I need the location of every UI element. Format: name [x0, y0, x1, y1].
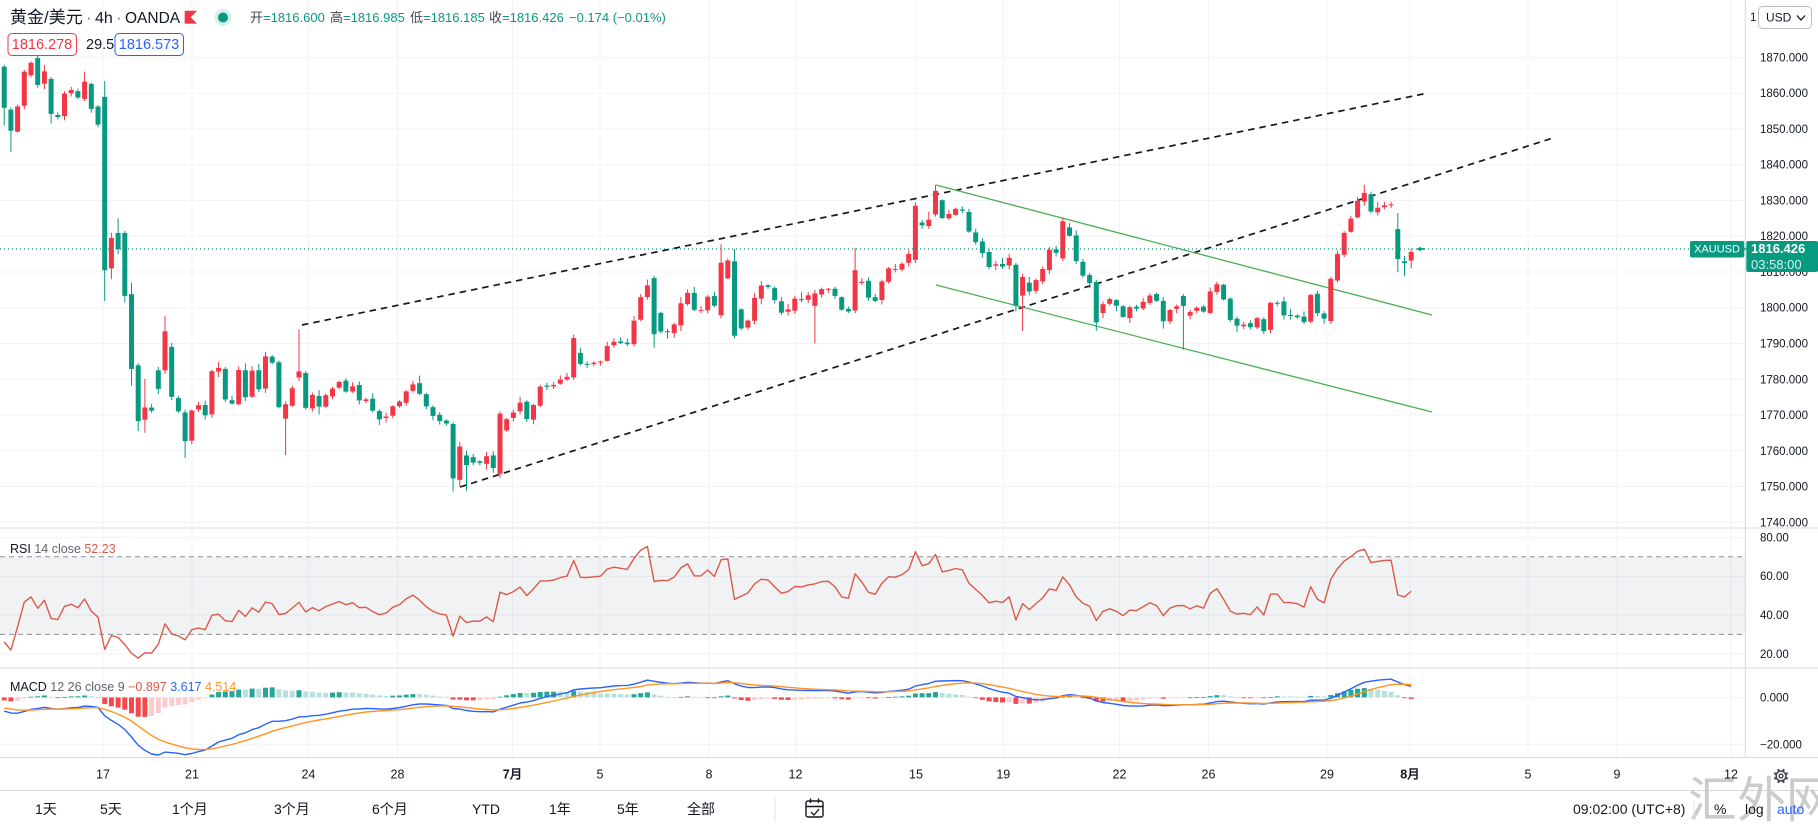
svg-text:1850.000: 1850.000	[1760, 124, 1808, 136]
svg-text:60.00: 60.00	[1760, 571, 1789, 583]
svg-text:1790.000: 1790.000	[1760, 339, 1808, 351]
svg-text:0.000: 0.000	[1760, 692, 1789, 704]
svg-text:=1816.600: =1816.600	[263, 10, 325, 25]
svg-text:高: 高	[330, 10, 343, 25]
svg-text:5: 5	[1525, 768, 1532, 782]
svg-text:1770.000: 1770.000	[1760, 410, 1808, 422]
svg-text:USD: USD	[1766, 11, 1792, 25]
svg-text:1780.000: 1780.000	[1760, 374, 1808, 386]
svg-text:24: 24	[301, 768, 315, 782]
svg-text:RSI 14 close 52.23: RSI 14 close 52.23	[10, 542, 116, 556]
svg-text:26: 26	[1202, 768, 1216, 782]
svg-text:80.00: 80.00	[1760, 532, 1789, 544]
svg-text:29.5: 29.5	[86, 37, 114, 53]
svg-text:22: 22	[1113, 768, 1127, 782]
svg-text:1840.000: 1840.000	[1760, 160, 1808, 172]
svg-text:黄金/美元: 黄金/美元	[10, 8, 83, 27]
svg-text:全部: 全部	[687, 801, 715, 817]
svg-text:12: 12	[1724, 768, 1738, 782]
svg-text:1740.000: 1740.000	[1760, 517, 1808, 529]
svg-text:%: %	[1714, 801, 1726, 817]
svg-text:6个月: 6个月	[372, 801, 408, 817]
svg-text:1760.000: 1760.000	[1760, 446, 1808, 458]
svg-text:12: 12	[789, 768, 803, 782]
svg-text:3个月: 3个月	[274, 801, 310, 817]
svg-text:·: ·	[86, 8, 92, 27]
svg-text:XAUUSD: XAUUSD	[1694, 244, 1740, 256]
svg-text:1816.573: 1816.573	[119, 37, 179, 53]
svg-text:开: 开	[250, 10, 263, 25]
svg-text:03:58:00: 03:58:00	[1751, 257, 1802, 272]
svg-text:1820.000: 1820.000	[1760, 231, 1808, 243]
svg-text:5年: 5年	[617, 801, 639, 817]
svg-text:1750.000: 1750.000	[1760, 482, 1808, 494]
svg-text:1870.000: 1870.000	[1760, 52, 1808, 64]
svg-text:17: 17	[96, 768, 110, 782]
svg-text:29: 29	[1320, 768, 1334, 782]
svg-text:1860.000: 1860.000	[1760, 88, 1808, 100]
svg-text:20.00: 20.00	[1760, 649, 1789, 661]
svg-text:40.00: 40.00	[1760, 610, 1789, 622]
svg-text:汇外网: 汇外网	[1688, 774, 1818, 828]
svg-text:19: 19	[996, 768, 1010, 782]
svg-text:28: 28	[391, 768, 405, 782]
svg-text:=1816.985: =1816.985	[343, 10, 405, 25]
svg-text:8: 8	[706, 768, 713, 782]
svg-text:1年: 1年	[549, 801, 571, 817]
svg-text:7月: 7月	[503, 768, 522, 782]
svg-text:8月: 8月	[1400, 768, 1419, 782]
svg-text:=1816.426: =1816.426	[502, 10, 564, 25]
svg-text:09:02:00 (UTC+8): 09:02:00 (UTC+8)	[1573, 801, 1685, 817]
svg-text:OANDA: OANDA	[125, 10, 181, 27]
svg-text:5天: 5天	[100, 801, 122, 817]
svg-text:1830.000: 1830.000	[1760, 196, 1808, 208]
svg-text:=1816.185: =1816.185	[423, 10, 485, 25]
svg-text:收: 收	[489, 10, 502, 25]
svg-text:15: 15	[909, 768, 923, 782]
svg-text:1800.000: 1800.000	[1760, 303, 1808, 315]
svg-text:·: ·	[116, 8, 122, 27]
svg-text:9: 9	[1614, 768, 1621, 782]
svg-text:低: 低	[410, 10, 423, 25]
svg-text:5: 5	[597, 768, 604, 782]
svg-text:4h: 4h	[95, 10, 113, 27]
svg-text:YTD: YTD	[472, 801, 500, 817]
svg-text:−20.000: −20.000	[1760, 739, 1802, 751]
svg-text:1816.278: 1816.278	[12, 37, 72, 53]
svg-text:1个月: 1个月	[172, 801, 208, 817]
svg-text:1: 1	[1750, 12, 1756, 24]
svg-text:−0.174 (−0.01%): −0.174 (−0.01%)	[569, 10, 666, 25]
svg-text:MACD 12 26 close 9 −0.897 3.61: MACD 12 26 close 9 −0.897 3.617 4.514	[10, 680, 236, 694]
svg-text:log: log	[1745, 801, 1764, 817]
svg-text:1天: 1天	[35, 801, 57, 817]
svg-text:auto: auto	[1777, 801, 1804, 817]
svg-text:1816.426: 1816.426	[1751, 241, 1805, 256]
svg-text:21: 21	[185, 768, 199, 782]
